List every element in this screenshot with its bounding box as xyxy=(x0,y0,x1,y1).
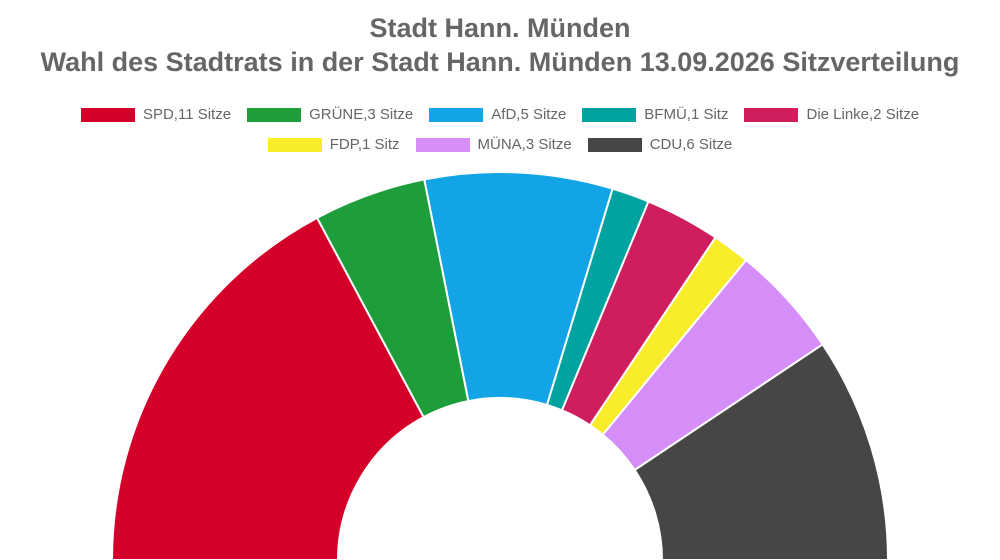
legend-item[interactable]: FDP,1 Sitz xyxy=(267,136,400,153)
legend-item[interactable]: SPD,11 Sitze xyxy=(80,106,232,123)
legend-item[interactable]: CDU,6 Sitze xyxy=(587,136,733,153)
legend-item[interactable]: MÜNA,3 Sitze xyxy=(415,136,572,153)
legend-label: GRÜNE,3 Sitze xyxy=(309,106,414,123)
legend-swatch xyxy=(247,107,302,122)
legend-swatch xyxy=(582,107,637,122)
legend-label: BFMÜ,1 Sitz xyxy=(644,106,729,123)
chart-title-line-2: Wahl des Stadtrats in der Stadt Hann. Mü… xyxy=(40,47,960,77)
legend-swatch xyxy=(267,137,322,152)
chart-title-line-1: Stadt Hann. Münden xyxy=(369,13,631,43)
legend-swatch xyxy=(429,107,484,122)
legend-swatch xyxy=(587,137,642,152)
legend-row-1: SPD,11 Sitze GRÜNE,3 Sitze AfD,5 Sitze BFMÜ… xyxy=(0,106,1000,123)
legend-label: Die Linke,2 Sitze xyxy=(806,106,920,123)
legend-item[interactable]: GRÜNE,3 Sitze xyxy=(247,106,413,123)
legend-label: FDP,1 Sitz xyxy=(329,136,400,153)
segment-cdu[interactable] xyxy=(633,343,890,560)
legend-row-2: FDP,1 Sitz MÜNA,3 Sitze CDU,6 Sitze xyxy=(0,136,1000,153)
legend-item[interactable]: BFMÜ,1 Sitz xyxy=(582,106,728,123)
segment-spd[interactable] xyxy=(110,216,425,560)
legend-swatch xyxy=(80,107,135,122)
legend-label: CDU,6 Sitze xyxy=(649,136,733,153)
legend-item[interactable]: Die Linke,2 Sitze xyxy=(744,106,919,123)
legend-swatch xyxy=(415,137,470,152)
legend-label: MÜNA,3 Sitze xyxy=(477,136,572,153)
legend-label: AfD,5 Sitze xyxy=(491,106,567,123)
legend-swatch xyxy=(744,107,799,122)
legend-item[interactable]: AfD,5 Sitze xyxy=(429,106,566,123)
legend-label: SPD,11 Sitze xyxy=(142,106,232,123)
